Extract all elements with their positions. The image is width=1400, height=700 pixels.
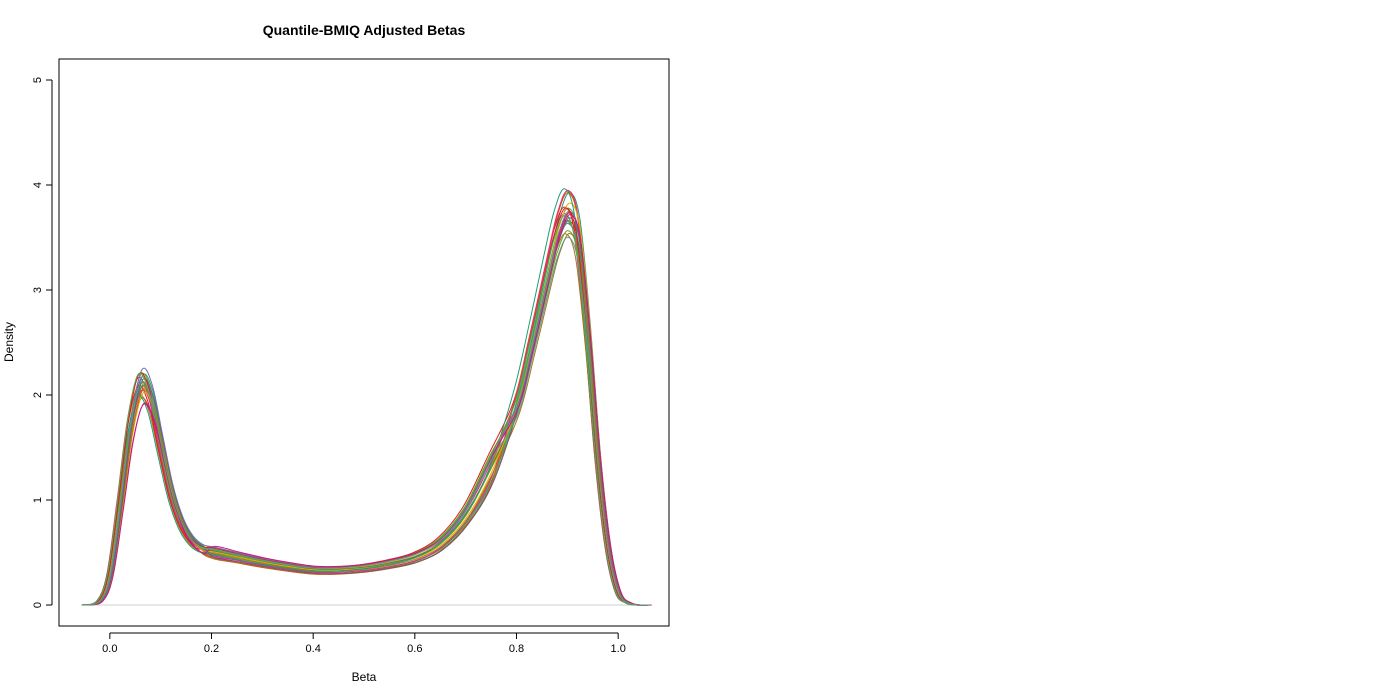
y-axis-label: Density bbox=[2, 322, 16, 362]
y-axis: 0 1 2 3 4 5 bbox=[32, 77, 53, 608]
density-curve bbox=[87, 202, 652, 606]
density-curve bbox=[81, 188, 646, 606]
density-curve bbox=[86, 232, 652, 606]
density-curve bbox=[84, 223, 650, 606]
density-curve bbox=[85, 222, 650, 606]
density-curve bbox=[86, 210, 651, 606]
density-curve bbox=[86, 192, 652, 606]
density-curve bbox=[84, 192, 650, 606]
density-curve bbox=[84, 190, 649, 606]
density-curve bbox=[82, 233, 647, 606]
density-curve bbox=[84, 236, 650, 606]
x-tick-label: 0.4 bbox=[306, 643, 321, 655]
density-curve bbox=[86, 212, 651, 606]
x-tick-label: 0.2 bbox=[204, 643, 219, 655]
y-tick-label: 5 bbox=[32, 77, 44, 83]
density-curve bbox=[83, 219, 648, 606]
x-axis: 0.0 0.2 0.4 0.6 0.8 1.0 bbox=[102, 632, 626, 655]
density-curve bbox=[83, 207, 648, 606]
y-tick-label: 2 bbox=[32, 392, 44, 398]
density-curve bbox=[86, 211, 652, 606]
y-tick-label: 0 bbox=[32, 602, 44, 608]
density-curve bbox=[81, 213, 646, 606]
x-tick-label: 0.8 bbox=[509, 643, 524, 655]
plot-area bbox=[58, 58, 670, 627]
density-curve bbox=[85, 220, 651, 606]
x-tick-label: 0.0 bbox=[102, 643, 117, 655]
density-curve bbox=[87, 214, 652, 606]
density-curve bbox=[85, 189, 650, 606]
chart-title: Quantile-BMIQ Adjusted Betas bbox=[263, 22, 466, 38]
density-curve bbox=[85, 230, 650, 606]
y-tick-label: 3 bbox=[32, 287, 44, 293]
y-tick-label: 1 bbox=[32, 497, 44, 503]
density-curve bbox=[81, 206, 647, 606]
density-curve bbox=[86, 217, 652, 606]
density-curve bbox=[85, 207, 650, 606]
plot-frame bbox=[58, 58, 670, 627]
y-tick-label: 4 bbox=[32, 182, 44, 188]
series-layer bbox=[81, 188, 652, 606]
x-axis-label: Beta bbox=[352, 670, 377, 684]
x-tick-label: 0.6 bbox=[407, 643, 422, 655]
density-curve bbox=[82, 214, 647, 606]
x-tick-label: 1.0 bbox=[611, 643, 626, 655]
